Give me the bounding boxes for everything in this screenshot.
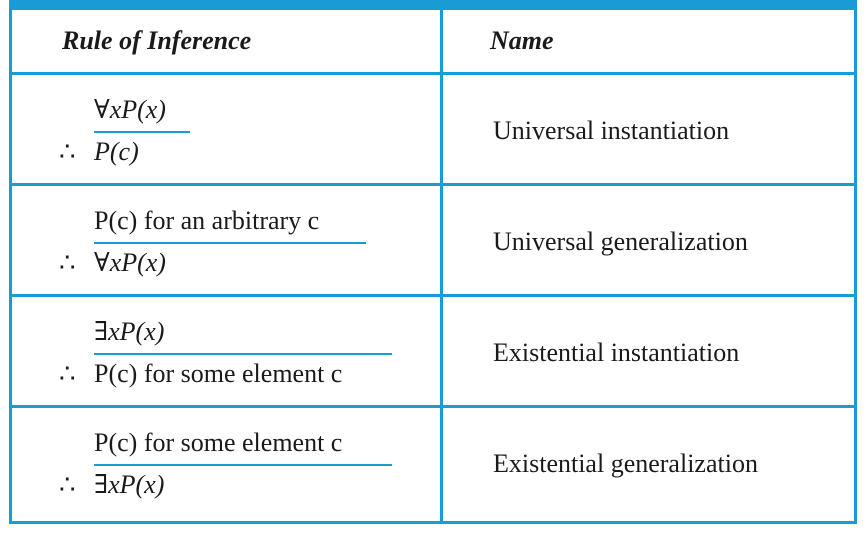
premise: P(c) for an arbitrary c <box>94 206 320 235</box>
table-top-border <box>12 0 854 10</box>
header-divider <box>12 72 854 75</box>
rule-cell: P(c) for an arbitrary c ∴ ∀xP(x) <box>12 186 440 297</box>
row-divider <box>12 405 854 408</box>
rule-name: Universal instantiation <box>493 115 730 145</box>
premise: P(c) for some element c <box>94 428 343 457</box>
table-row: P(c) for an arbitrary c ∴ ∀xP(x) Univers… <box>12 186 854 297</box>
inference-line <box>94 353 392 355</box>
premise: ∃xP(x) <box>94 317 165 346</box>
header-name: Name <box>490 26 554 55</box>
premise: ∀xP(x) <box>94 95 166 124</box>
rule-cell: ∀xP(x) ∴ P(c) <box>12 75 440 186</box>
rule-name: Universal generalization <box>493 226 748 256</box>
table-row: ∃xP(x) ∴ P(c) for some element c Existen… <box>12 297 854 408</box>
row-divider <box>12 294 854 297</box>
conclusion: P(c) for some element c <box>94 359 343 388</box>
inference-line <box>94 131 190 133</box>
therefore-symbol: ∴ <box>59 248 76 277</box>
therefore-symbol: ∴ <box>59 359 76 388</box>
conclusion: ∀xP(x) <box>94 248 166 277</box>
rule-name: Existential generalization <box>493 448 758 478</box>
table-row: P(c) for some element c ∴ ∃xP(x) Existen… <box>12 408 854 519</box>
table-row: ∀xP(x) ∴ P(c) Universal instantiation <box>12 75 854 186</box>
rules-of-inference-table: Rule of Inference Name ∀xP(x) ∴ P(c) Uni… <box>9 0 857 524</box>
rule-cell: ∃xP(x) ∴ P(c) for some element c <box>12 297 440 408</box>
row-divider <box>12 183 854 186</box>
rule-name: Existential instantiation <box>493 337 740 367</box>
conclusion: P(c) <box>94 137 139 166</box>
column-divider <box>440 0 443 521</box>
conclusion: ∃xP(x) <box>94 470 165 499</box>
therefore-symbol: ∴ <box>59 470 76 499</box>
header-rule-of-inference: Rule of Inference <box>62 26 252 55</box>
inference-line <box>94 242 366 244</box>
inference-line <box>94 464 392 466</box>
rule-cell: P(c) for some element c ∴ ∃xP(x) <box>12 408 440 519</box>
therefore-symbol: ∴ <box>59 137 76 166</box>
